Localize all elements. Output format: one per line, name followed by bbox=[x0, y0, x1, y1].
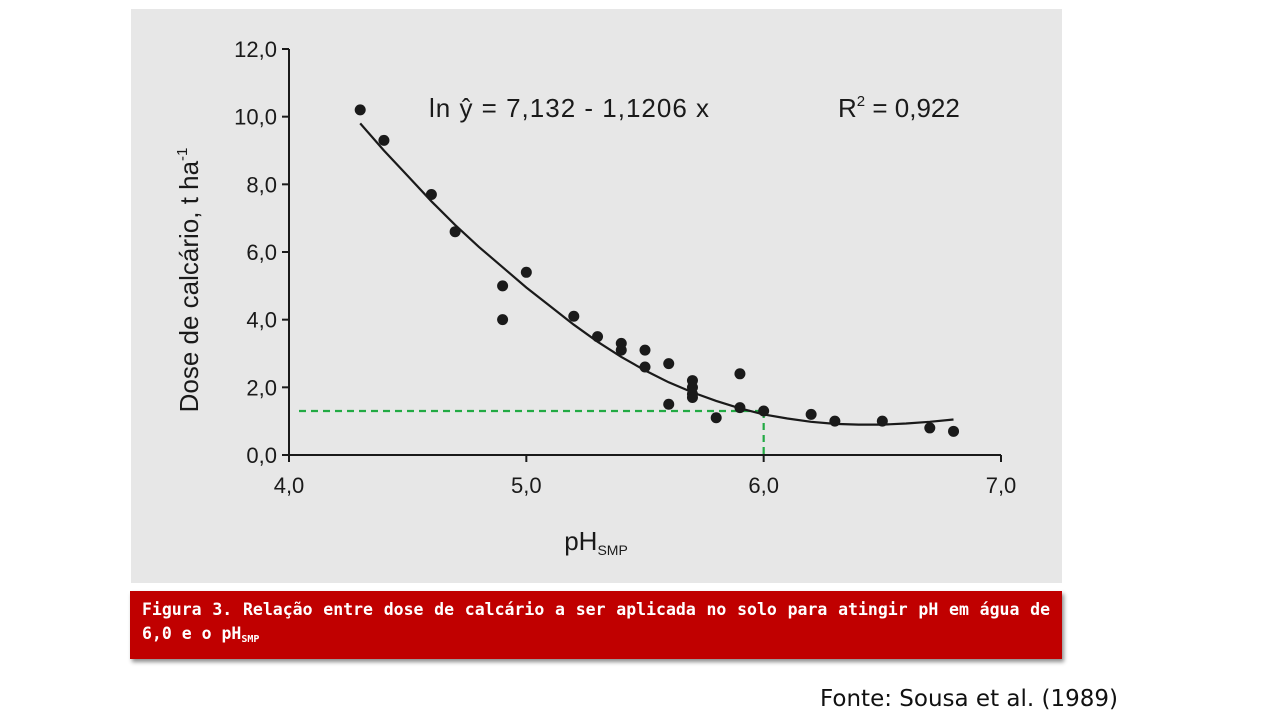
y-tick-label: 8,0 bbox=[246, 172, 277, 197]
data-point bbox=[449, 226, 461, 238]
data-point bbox=[924, 422, 936, 434]
y-tick-label: 2,0 bbox=[246, 375, 277, 400]
chart-image: 0,0 2,0 4,0 6,0 8,0 10,0 12,0 4,0 5,0 6,0 7,0 ln … bbox=[131, 9, 1062, 583]
data-point bbox=[734, 368, 746, 380]
data-point bbox=[568, 310, 580, 322]
x-ticks: 4,0 5,0 6,0 7,0 bbox=[274, 455, 1017, 498]
data-point bbox=[829, 415, 841, 427]
x-tick-label: 7,0 bbox=[986, 473, 1017, 498]
r2-superscript: 2 bbox=[857, 93, 865, 110]
data-point bbox=[663, 398, 675, 410]
data-point bbox=[639, 361, 651, 373]
figure-caption: Figura 3. Relação entre dose de calcário… bbox=[130, 591, 1062, 659]
data-points bbox=[354, 104, 960, 437]
x-tick-label: 6,0 bbox=[748, 473, 779, 498]
y-axis-title-sup: -1 bbox=[174, 148, 191, 161]
y-tick-label: 0,0 bbox=[246, 443, 277, 468]
y-ticks: 0,0 2,0 4,0 6,0 8,0 10,0 12,0 bbox=[234, 37, 289, 468]
caption-text: Figura 3. Relação entre dose de calcário… bbox=[142, 600, 1050, 643]
data-point bbox=[497, 280, 509, 292]
scatter-chart: 0,0 2,0 4,0 6,0 8,0 10,0 12,0 4,0 5,0 6,0 7,0 ln … bbox=[174, 37, 1017, 558]
fit-curve bbox=[359, 122, 954, 426]
caption-subscript: SMP bbox=[241, 634, 260, 645]
data-point bbox=[710, 412, 722, 424]
data-point bbox=[686, 391, 698, 403]
data-point bbox=[497, 314, 509, 326]
x-axis-title: pHSMP bbox=[564, 526, 628, 558]
y-axis-title: Dose de calcário, t ha-1 bbox=[174, 148, 204, 413]
x-tick-label: 5,0 bbox=[511, 473, 542, 498]
y-axis-title-text: Dose de calcário, t ha bbox=[174, 160, 204, 412]
r2-letter: R bbox=[838, 93, 857, 123]
r-squared-label: R2 = 0,922 bbox=[838, 93, 960, 123]
data-point bbox=[758, 405, 770, 417]
data-point bbox=[734, 402, 746, 414]
x-axis-title-sub: SMP bbox=[597, 542, 627, 558]
data-point bbox=[520, 266, 532, 278]
regression-equation: ln ŷ = 7,132 - 1,1206 x bbox=[429, 93, 710, 123]
data-point bbox=[805, 408, 817, 420]
y-tick-label: 6,0 bbox=[246, 240, 277, 265]
x-axis-title-text: pH bbox=[564, 526, 597, 556]
x-tick-label: 4,0 bbox=[274, 473, 305, 498]
data-point bbox=[592, 331, 604, 343]
source-citation: Fonte: Sousa et al. (1989) bbox=[820, 686, 1118, 712]
data-point bbox=[615, 344, 627, 356]
data-point bbox=[663, 358, 675, 370]
data-point bbox=[378, 134, 390, 146]
y-tick-label: 12,0 bbox=[234, 37, 277, 62]
y-tick-label: 4,0 bbox=[246, 308, 277, 333]
data-point bbox=[948, 425, 960, 437]
data-point bbox=[876, 415, 888, 427]
data-point bbox=[639, 344, 651, 356]
guide-lines bbox=[299, 409, 765, 455]
data-point bbox=[425, 188, 437, 200]
y-tick-label: 10,0 bbox=[234, 105, 277, 130]
data-point bbox=[354, 104, 366, 116]
r2-value: = 0,922 bbox=[865, 93, 960, 123]
